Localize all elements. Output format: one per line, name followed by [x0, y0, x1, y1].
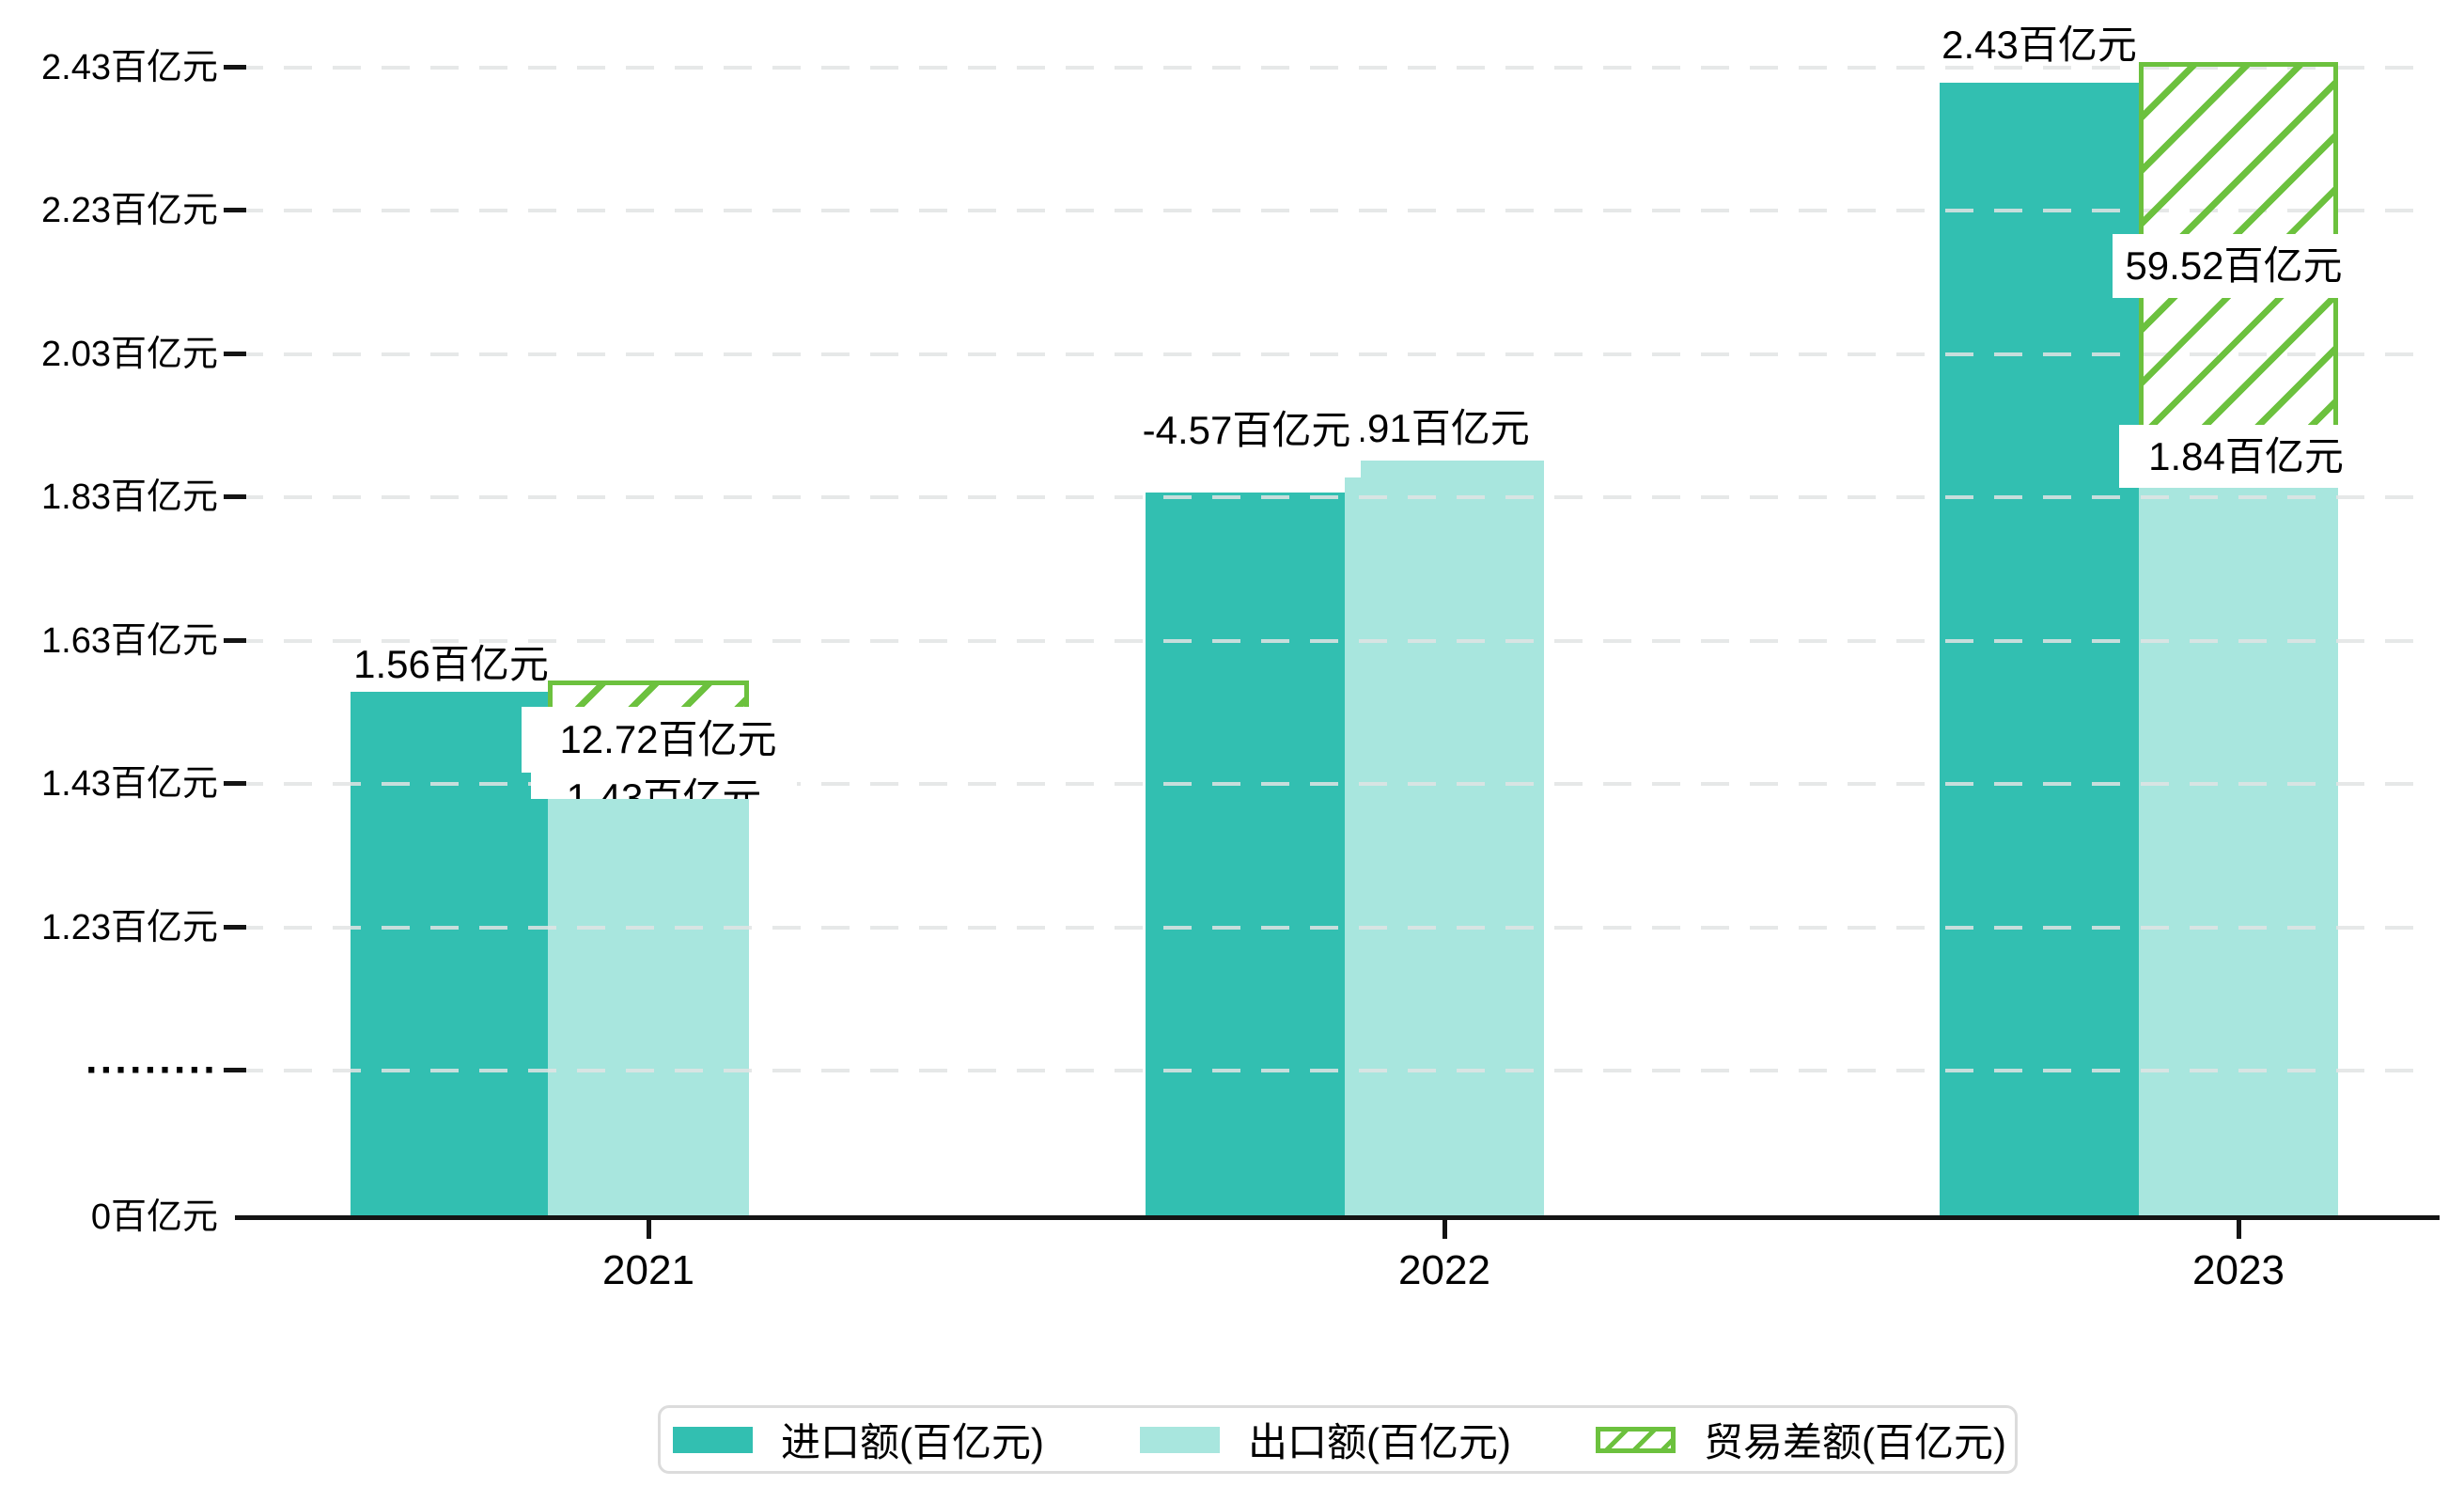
label-2021-import: 1.56百亿元 [353, 642, 549, 686]
label-2022-diff: -4.57百亿元 [1142, 408, 1351, 452]
ylabel-2-23: 2.23百亿元 [41, 191, 218, 230]
label-2022-diff-box: -4.57百亿元 [1132, 400, 1361, 477]
ytick-break [224, 1068, 246, 1072]
label-2023-export: 1.84百亿元 [2148, 434, 2344, 478]
xtick-2022 [1443, 1220, 1447, 1239]
bar-2021-export [548, 797, 749, 1217]
ytick-2-03 [224, 352, 246, 356]
label-2021-export-box: 1.43百亿元 [531, 773, 797, 799]
gridline-2-23 [235, 209, 2434, 212]
label-2023-diff: 59.52百亿元 [2125, 243, 2343, 288]
xlabel-2021: 2021 [602, 1247, 694, 1293]
legend-swatch-import [673, 1426, 753, 1453]
gridline-1-23 [235, 926, 2434, 930]
label-2023-import: 2.43百亿元 [1942, 23, 2137, 67]
ytick-1-63 [224, 638, 246, 643]
legend-item-trade-diff: 贸易差额(百亿元) [1596, 1408, 2006, 1471]
bar-2023-export [2139, 488, 2338, 1217]
legend-label-trade-diff: 贸易差额(百亿元) [1704, 1420, 2006, 1464]
gridline-break [235, 1069, 2434, 1072]
legend-item-import: 进口额(百亿元) [673, 1408, 1044, 1471]
gridline-2-03 [235, 352, 2434, 356]
ylabel-1-83: 1.83百亿元 [41, 477, 218, 517]
bar-2022-export [1345, 461, 1544, 1217]
gridline-2-43 [235, 66, 2434, 70]
label-2021-export: 1.43百亿元 [566, 775, 762, 800]
legend-swatch-export [1140, 1426, 1220, 1453]
ylabel-0: 0百亿元 [90, 1197, 218, 1237]
bar-2021-import [351, 692, 548, 1217]
legend-label-import: 进口额(百亿元) [781, 1420, 1044, 1464]
label-2021-diff: 12.72百亿元 [559, 717, 777, 761]
legend-item-export: 出口额(百亿元) [1140, 1408, 1511, 1471]
ylabel-1-63: 1.63百亿元 [41, 621, 218, 661]
gridline-1-63 [235, 639, 2434, 643]
ylabel-axis-break-dots: ········· [86, 1047, 218, 1093]
ytick-1-23 [224, 925, 246, 930]
label-2023-export-box: 1.84百亿元 [2119, 425, 2373, 488]
xtick-2021 [647, 1220, 651, 1239]
bar-2022-import [1146, 493, 1345, 1217]
gridline-1-43 [235, 782, 2434, 786]
legend: 进口额(百亿元) 出口额(百亿元) 贸易差额(百亿元) [658, 1405, 2018, 1474]
ylabel-1-43: 1.43百亿元 [41, 764, 218, 804]
label-2021-diff-box: 12.72百亿元 [522, 707, 815, 773]
xlabel-2022: 2022 [1398, 1247, 1490, 1293]
label-2022-export: 1.91百亿元 [1334, 406, 1530, 450]
legend-label-export: 出口额(百亿元) [1248, 1420, 1511, 1464]
gridline-1-83 [235, 495, 2434, 499]
ylabel-2-43: 2.43百亿元 [41, 48, 218, 87]
ylabel-1-23: 1.23百亿元 [41, 908, 218, 947]
ytick-2-23 [224, 208, 246, 212]
x-axis-line [235, 1215, 2440, 1220]
xtick-2023 [2237, 1220, 2241, 1239]
ylabel-2-03: 2.03百亿元 [41, 335, 218, 374]
legend-swatch-trade-diff-hatch [1596, 1426, 1676, 1453]
label-2023-diff-box: 59.52百亿元 [2113, 234, 2355, 298]
bar-2023-import [1940, 83, 2139, 1217]
xlabel-2023: 2023 [2192, 1247, 2285, 1293]
ytick-2-43 [224, 65, 246, 70]
ytick-1-83 [224, 494, 246, 499]
ytick-1-43 [224, 781, 246, 786]
